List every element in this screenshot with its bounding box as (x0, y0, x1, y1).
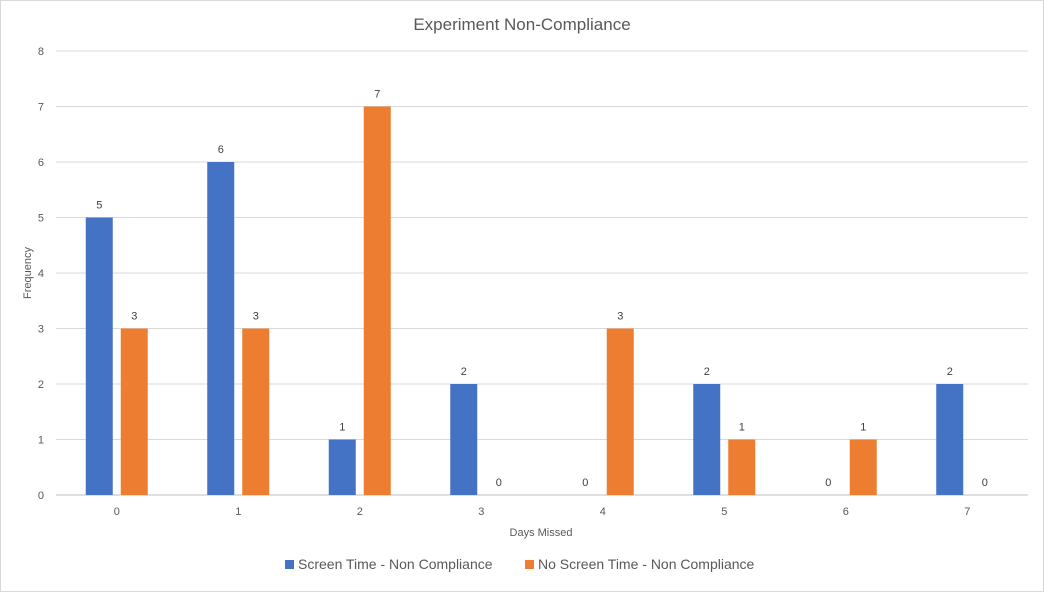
bar (450, 384, 478, 495)
y-axis-title: Frequency (22, 247, 34, 299)
bar (328, 439, 356, 495)
x-tick-label: 4 (600, 506, 606, 518)
data-label: 2 (461, 366, 467, 378)
x-tick-label: 1 (235, 506, 241, 518)
data-label: 7 (374, 89, 380, 101)
data-label: 3 (253, 311, 259, 323)
legend-label: No Screen Time - Non Compliance (538, 556, 755, 572)
x-tick-label: 3 (478, 506, 484, 518)
y-tick-label: 5 (38, 213, 44, 225)
bar (207, 162, 235, 495)
y-tick-label: 0 (38, 490, 44, 502)
data-label: 2 (947, 366, 953, 378)
bar (120, 328, 148, 495)
x-tick-label: 6 (843, 506, 849, 518)
chart-title: Experiment Non-Compliance (413, 15, 630, 34)
y-tick-label: 3 (38, 324, 44, 336)
legend: Screen Time - Non Compliance No Screen Ti… (285, 556, 755, 572)
x-axis-tick-labels: 0 1 2 3 4 5 6 7 (114, 506, 971, 518)
bar (849, 439, 877, 495)
data-label: 6 (218, 144, 224, 156)
x-tick-label: 0 (114, 506, 120, 518)
data-labels: 5 3 6 3 1 7 2 0 0 3 2 1 0 1 2 0 (96, 89, 988, 490)
x-tick-label: 5 (721, 506, 727, 518)
data-label: 5 (96, 200, 102, 212)
y-tick-label: 2 (38, 379, 44, 391)
bar (85, 217, 113, 495)
data-label: 1 (860, 422, 866, 434)
bar (693, 384, 721, 495)
y-tick-label: 8 (38, 46, 44, 58)
bar (242, 328, 270, 495)
y-tick-label: 7 (38, 102, 44, 114)
y-tick-label: 6 (38, 157, 44, 169)
y-tick-label: 4 (38, 268, 44, 280)
data-label: 0 (496, 477, 502, 489)
legend-swatch (525, 560, 534, 569)
data-label: 0 (582, 477, 588, 489)
data-label: 2 (704, 366, 710, 378)
data-label: 3 (617, 311, 623, 323)
data-label: 3 (131, 311, 137, 323)
data-label: 0 (825, 477, 831, 489)
gridlines (56, 50, 1028, 496)
data-label: 1 (339, 422, 345, 434)
x-tick-label: 7 (964, 506, 970, 518)
bars (85, 106, 964, 495)
x-axis-title: Days Missed (510, 527, 573, 539)
legend-label: Screen Time - Non Compliance (298, 556, 493, 572)
y-axis-tick-labels: 0 1 2 3 4 5 6 7 8 (38, 46, 44, 502)
y-tick-label: 1 (38, 435, 44, 447)
bar (936, 384, 964, 495)
bar (363, 106, 391, 495)
bar (606, 328, 634, 495)
legend-swatch (285, 560, 294, 569)
data-label: 0 (982, 477, 988, 489)
data-label: 1 (739, 422, 745, 434)
x-tick-label: 2 (357, 506, 363, 518)
bar (728, 439, 756, 495)
